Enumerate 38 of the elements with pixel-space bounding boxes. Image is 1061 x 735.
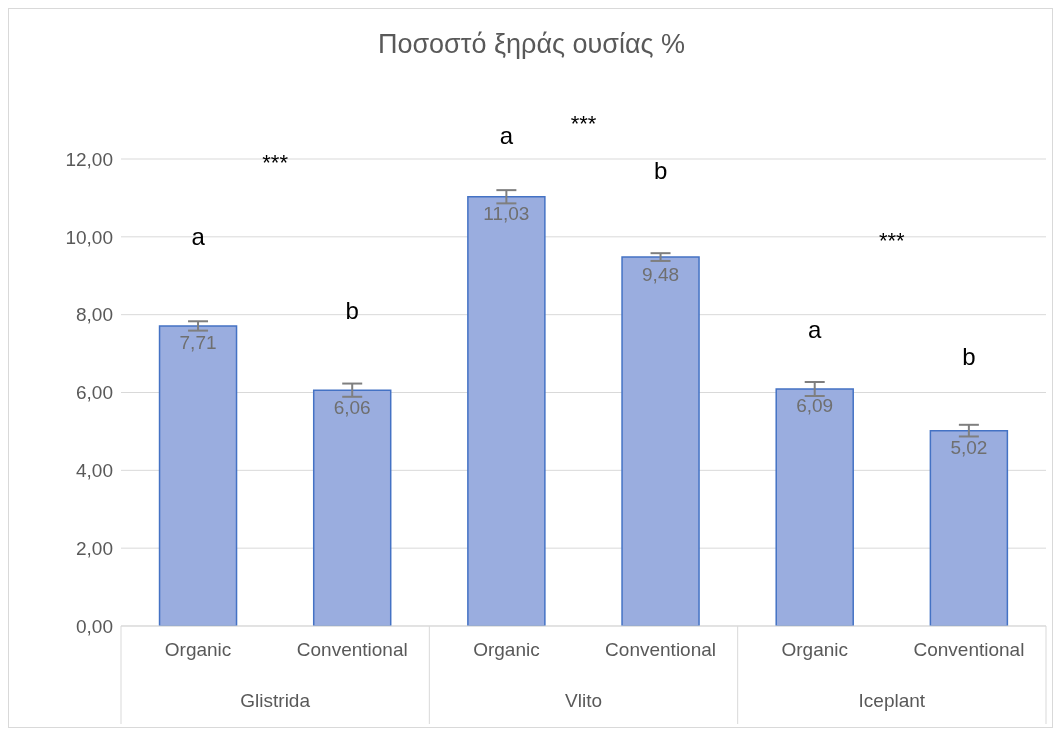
bar bbox=[158, 325, 238, 626]
annotation: *** bbox=[878, 226, 906, 255]
y-tick-label: 12,00 bbox=[65, 148, 113, 170]
bar bbox=[467, 196, 546, 626]
y-tick-label: 8,00 bbox=[76, 304, 113, 326]
text: Vlito bbox=[564, 689, 603, 713]
x-tick-label: Organic bbox=[781, 639, 849, 660]
annotation: b bbox=[961, 343, 977, 372]
data-label: 7,71 bbox=[179, 332, 217, 354]
text: *** bbox=[570, 110, 597, 136]
text: Iceplant bbox=[857, 689, 927, 713]
y-tick-label: 4,00 bbox=[76, 460, 113, 482]
y-tick-label: 2,00 bbox=[76, 537, 113, 559]
annotation: b bbox=[344, 296, 360, 325]
bar bbox=[312, 389, 392, 626]
annotation: *** bbox=[261, 148, 289, 177]
data-label: 9,48 bbox=[642, 263, 680, 285]
y-tick-label: 6,00 bbox=[76, 382, 113, 404]
x-tick-label: Conventional bbox=[296, 639, 408, 660]
x-tick-label: Conventional bbox=[913, 639, 1025, 660]
data-label: 6,06 bbox=[333, 396, 371, 418]
bar bbox=[621, 256, 700, 626]
annotation: a bbox=[190, 222, 206, 251]
y-tick-label: 0,00 bbox=[76, 615, 113, 637]
text: a bbox=[499, 121, 514, 149]
annotation: b bbox=[652, 156, 669, 185]
data-label: 5,02 bbox=[950, 437, 988, 459]
text: Glistrida bbox=[239, 689, 311, 713]
x-tick-label: Conventional bbox=[605, 639, 717, 660]
data-label: 11,03 bbox=[483, 203, 530, 225]
x-tick-label: Organic bbox=[473, 639, 540, 660]
annotation: a bbox=[807, 316, 823, 345]
y-tick-label: 10,00 bbox=[65, 226, 113, 248]
bar bbox=[929, 429, 1009, 626]
data-label: 6,09 bbox=[796, 395, 834, 417]
x-tick-label: Organic bbox=[164, 639, 232, 660]
bar bbox=[775, 388, 854, 626]
chart-title: Ποσοστό ξηράς ουσίας % bbox=[376, 29, 687, 60]
